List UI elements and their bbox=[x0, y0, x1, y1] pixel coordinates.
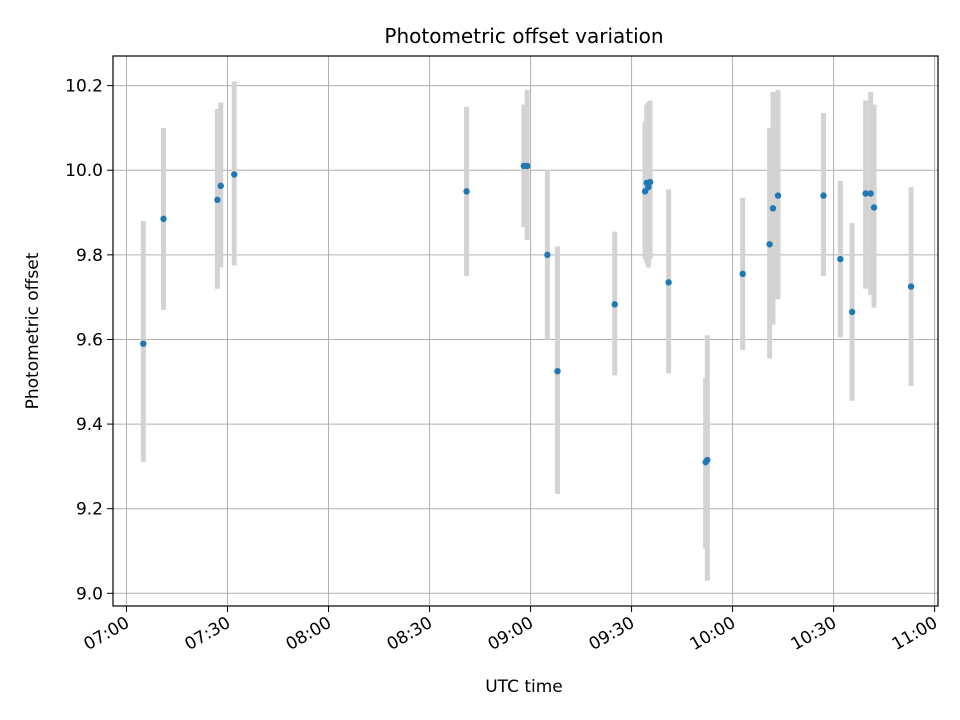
data-point bbox=[231, 171, 238, 178]
y-tick-label: 10.2 bbox=[65, 77, 103, 97]
x-axis-title: UTC time bbox=[485, 677, 563, 697]
data-point bbox=[140, 340, 147, 347]
data-points bbox=[140, 162, 915, 466]
data-point bbox=[774, 192, 782, 199]
data-point bbox=[645, 183, 652, 191]
data-point bbox=[769, 205, 777, 212]
data-point bbox=[611, 301, 618, 308]
y-tick-label: 9.0 bbox=[76, 584, 103, 604]
data-point bbox=[867, 190, 874, 197]
data-point bbox=[214, 196, 221, 204]
data-point bbox=[739, 270, 746, 278]
data-point bbox=[217, 182, 224, 190]
data-point bbox=[554, 367, 561, 375]
data-point bbox=[862, 190, 869, 197]
data-point bbox=[837, 255, 844, 263]
data-point bbox=[848, 308, 856, 316]
data-point bbox=[907, 283, 915, 290]
plot-frame bbox=[112, 55, 939, 607]
y-axis-title: Photometric offset bbox=[23, 252, 43, 409]
y-tick-label: 9.2 bbox=[76, 500, 103, 520]
data-point bbox=[523, 162, 531, 170]
y-tick-label: 9.6 bbox=[76, 330, 103, 350]
y-tick-label: 9.4 bbox=[76, 415, 103, 435]
data-point bbox=[704, 456, 711, 464]
data-point bbox=[646, 178, 654, 186]
data-point bbox=[544, 251, 551, 259]
data-point bbox=[870, 204, 878, 211]
y-axis-ticks: 9.0 9.2 9.4 9.6 9.8 10.0 10.2 bbox=[65, 77, 113, 604]
y-tick-label: 10.0 bbox=[65, 161, 103, 181]
chart-title: Photometric offset variation bbox=[384, 24, 663, 48]
data-point bbox=[665, 279, 672, 286]
y-tick-label: 9.8 bbox=[76, 246, 103, 266]
data-point bbox=[160, 215, 167, 223]
data-point bbox=[463, 188, 470, 195]
data-point bbox=[766, 241, 773, 248]
data-point bbox=[820, 192, 827, 199]
